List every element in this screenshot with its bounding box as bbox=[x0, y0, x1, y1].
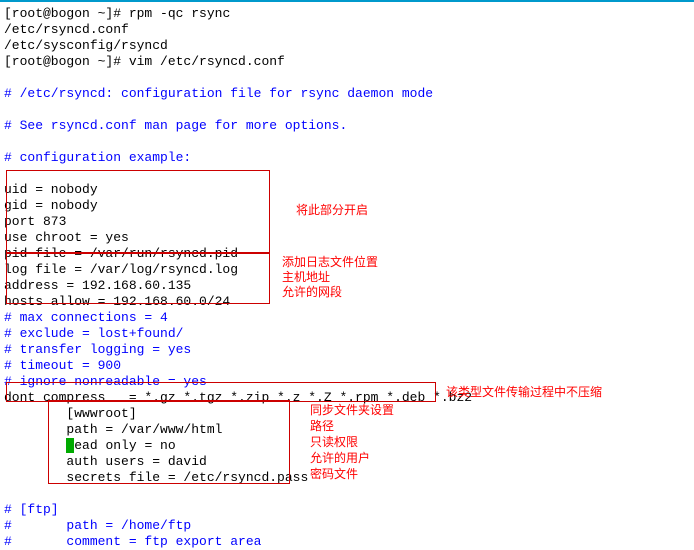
config-line: [wwwroot] bbox=[4, 406, 690, 422]
comment-line: # max connections = 4 bbox=[4, 310, 690, 326]
blank-line bbox=[4, 134, 690, 150]
comment-line: # path = /home/ftp bbox=[4, 518, 690, 534]
blank-line bbox=[4, 486, 690, 502]
comment-line: # exclude = lost+found/ bbox=[4, 326, 690, 342]
shell-prompt: [root@bogon ~]# bbox=[4, 6, 129, 21]
config-line: dont compress = *.gz *.tgz *.zip *.z *.Z… bbox=[4, 390, 690, 406]
config-text: ead only = no bbox=[74, 438, 175, 453]
config-line: path = /var/www/html bbox=[4, 422, 690, 438]
comment-line: # configuration example: bbox=[4, 150, 690, 166]
comment-line: # timeout = 900 bbox=[4, 358, 690, 374]
command: vim /etc/rsyncd.conf bbox=[129, 54, 285, 69]
blank-line bbox=[4, 102, 690, 118]
comment-line: # /etc/rsyncd: configuration file for rs… bbox=[4, 86, 690, 102]
config-line: pid file = /var/run/rsyncd.pid bbox=[4, 246, 690, 262]
output-line: /etc/sysconfig/rsyncd bbox=[4, 38, 690, 54]
terminal-line: [root@bogon ~]# vim /etc/rsyncd.conf bbox=[4, 54, 690, 70]
config-line: secrets file = /etc/rsyncd.pass bbox=[4, 470, 690, 486]
blank-line bbox=[4, 166, 690, 182]
config-line: read only = no bbox=[4, 438, 690, 454]
blank-line bbox=[4, 70, 690, 86]
comment-line: # transfer logging = yes bbox=[4, 342, 690, 358]
config-line: port 873 bbox=[4, 214, 690, 230]
config-line: gid = nobody bbox=[4, 198, 690, 214]
comment-line: # See rsyncd.conf man page for more opti… bbox=[4, 118, 690, 134]
command: rpm -qc rsync bbox=[129, 6, 230, 21]
config-line: log file = /var/log/rsyncd.log bbox=[4, 262, 690, 278]
output-line: /etc/rsyncd.conf bbox=[4, 22, 690, 38]
comment-line: # ignore nonreadable = yes bbox=[4, 374, 690, 390]
config-line: auth users = david bbox=[4, 454, 690, 470]
config-line: uid = nobody bbox=[4, 182, 690, 198]
comment-line: # [ftp] bbox=[4, 502, 690, 518]
config-line: address = 192.168.60.135 bbox=[4, 278, 690, 294]
terminal-line: [root@bogon ~]# rpm -qc rsync bbox=[4, 6, 690, 22]
shell-prompt: [root@bogon ~]# bbox=[4, 54, 129, 69]
indent bbox=[4, 438, 66, 453]
config-line: hosts allow = 192.168.60.0/24 bbox=[4, 294, 690, 310]
config-line: use chroot = yes bbox=[4, 230, 690, 246]
terminal-viewport: [root@bogon ~]# rpm -qc rsync /etc/rsync… bbox=[4, 6, 690, 550]
comment-line: # comment = ftp export area bbox=[4, 534, 690, 550]
